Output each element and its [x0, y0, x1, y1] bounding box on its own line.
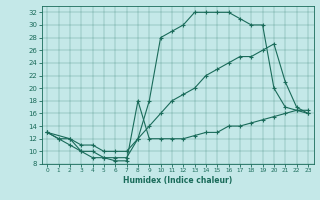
X-axis label: Humidex (Indice chaleur): Humidex (Indice chaleur) — [123, 176, 232, 185]
